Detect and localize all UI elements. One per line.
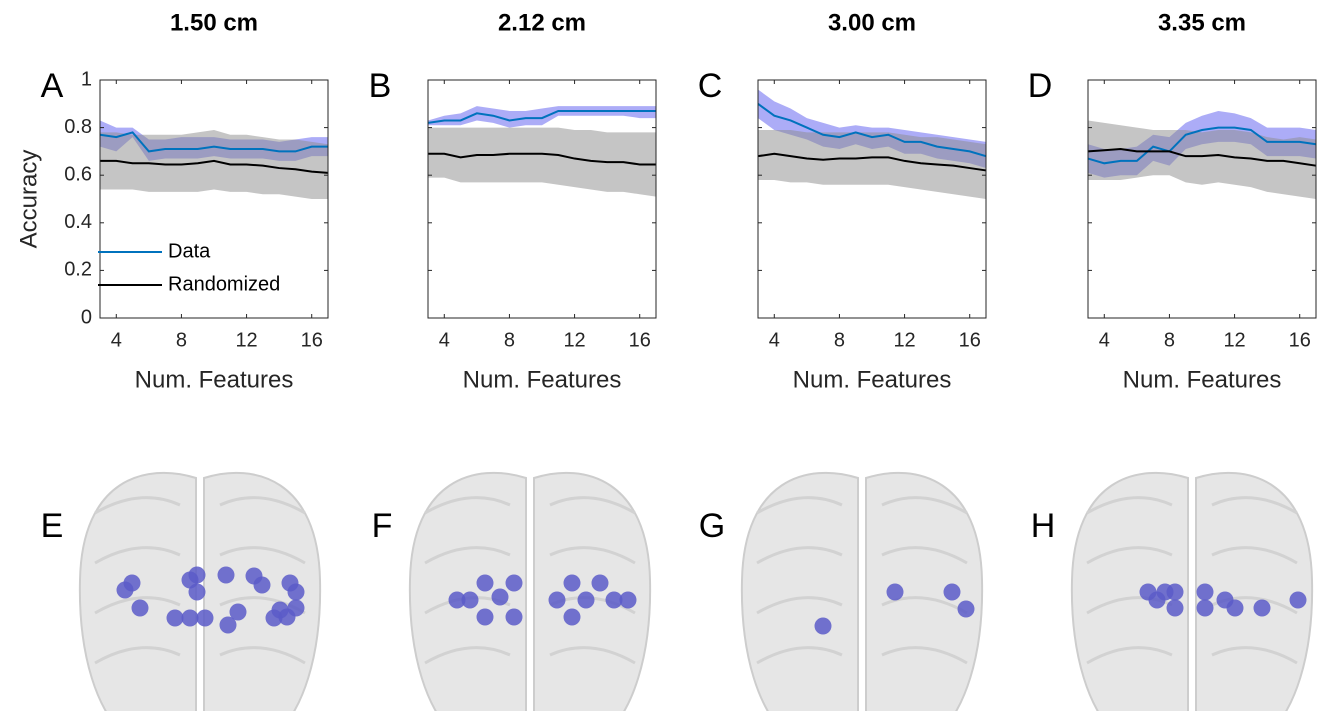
y-axis-label: Accuracy: [15, 150, 42, 249]
electrode: [620, 592, 637, 609]
x-axis-label: Num. Features: [793, 366, 952, 393]
x-tick-label: 12: [563, 329, 585, 351]
electrode: [477, 609, 494, 626]
x-tick-label: 12: [893, 329, 915, 351]
chart-panel: 1.50 cm A 4 8 12 16 0 0.2 0.4 0.6 0.8 1 Num. Feature…: [15, 9, 328, 393]
x-tick-label: 4: [769, 329, 780, 351]
electrode: [506, 575, 523, 592]
electrode: [189, 584, 206, 601]
panel-letter: B: [369, 67, 392, 105]
electrode: [1167, 600, 1184, 617]
brain-panel: H: [1031, 473, 1312, 711]
x-tick-label: 16: [301, 329, 323, 351]
panel-letter: C: [698, 67, 723, 105]
electrode: [1254, 600, 1271, 617]
electrode: [1227, 600, 1244, 617]
x-tick-label: 4: [111, 329, 122, 351]
x-tick-label: 4: [439, 329, 450, 351]
electrode: [592, 575, 609, 592]
y-tick-label: 0.6: [64, 163, 92, 185]
figure: 1.50 cm A 4 8 12 16 0 0.2 0.4 0.6 0.8 1 Num. Feature…: [0, 0, 1331, 711]
confidence-band: [100, 130, 328, 199]
electrode: [1197, 584, 1214, 601]
electrode: [1290, 592, 1307, 609]
electrode: [189, 567, 206, 584]
chart-panel: 3.00 cm C 4 8 12 16 Num. Features: [698, 9, 986, 393]
chart-title: 3.00 cm: [828, 9, 916, 36]
electrode: [132, 600, 149, 617]
x-axis-label: Num. Features: [135, 366, 294, 393]
brain-hemisphere: [866, 473, 982, 711]
x-tick-label: 8: [1164, 329, 1175, 351]
brain-panel: E: [41, 473, 320, 711]
electrode: [167, 610, 184, 627]
electrode: [218, 567, 235, 584]
electrode: [266, 610, 283, 627]
panel-letter: H: [1031, 507, 1056, 545]
x-tick-label: 16: [1289, 329, 1311, 351]
panel-letter: A: [41, 67, 64, 105]
electrode: [1167, 584, 1184, 601]
x-tick-label: 16: [629, 329, 651, 351]
y-tick-label: 0.8: [64, 116, 92, 138]
x-tick-label: 12: [235, 329, 257, 351]
y-tick-label: 0: [81, 306, 92, 328]
brain-row: E F G H: [41, 473, 1312, 711]
chart-panel: 2.12 cm B 4 8 12 16 Num. Features: [369, 9, 656, 393]
electrode: [815, 618, 832, 635]
chart-title: 3.35 cm: [1158, 9, 1246, 36]
x-tick-label: 16: [959, 329, 981, 351]
electrode: [1197, 600, 1214, 617]
electrode: [288, 600, 305, 617]
electrode: [887, 584, 904, 601]
electrode: [578, 592, 595, 609]
electrode: [182, 610, 199, 627]
y-tick-label: 0.2: [64, 259, 92, 281]
electrode: [492, 589, 509, 606]
electrode: [958, 601, 975, 618]
brain-panel: F: [372, 473, 651, 711]
electrode: [564, 575, 581, 592]
electrode: [477, 575, 494, 592]
x-tick-label: 12: [1223, 329, 1245, 351]
electrode: [564, 609, 581, 626]
chart-title: 2.12 cm: [498, 9, 586, 36]
brain-panel: G: [699, 473, 982, 711]
electrode: [220, 617, 237, 634]
electrode: [549, 592, 566, 609]
legend-label: Randomized: [168, 273, 280, 295]
electrode: [506, 609, 523, 626]
x-axis-label: Num. Features: [463, 366, 622, 393]
x-tick-label: 8: [834, 329, 845, 351]
electrode: [944, 584, 961, 601]
chart-panel: 3.35 cm D 4 8 12 16 Num. Features: [1028, 9, 1316, 393]
panel-letter: F: [372, 507, 393, 545]
legend-label: Data: [168, 240, 211, 262]
x-tick-label: 4: [1099, 329, 1110, 351]
brain-hemisphere: [534, 473, 650, 711]
electrode: [197, 610, 214, 627]
electrode: [462, 592, 479, 609]
electrode: [124, 575, 141, 592]
y-tick-label: 0.4: [64, 211, 92, 233]
electrode: [254, 577, 271, 594]
panel-letter: E: [41, 507, 64, 545]
y-tick-label: 1: [81, 68, 92, 90]
brain-hemisphere: [80, 473, 196, 711]
brain-hemisphere: [742, 473, 858, 711]
electrode: [288, 584, 305, 601]
panel-letter: G: [699, 507, 725, 545]
x-tick-label: 8: [176, 329, 187, 351]
chart-title: 1.50 cm: [170, 9, 258, 36]
panel-letter: D: [1028, 67, 1053, 105]
x-tick-label: 8: [504, 329, 515, 351]
x-axis-label: Num. Features: [1123, 366, 1282, 393]
